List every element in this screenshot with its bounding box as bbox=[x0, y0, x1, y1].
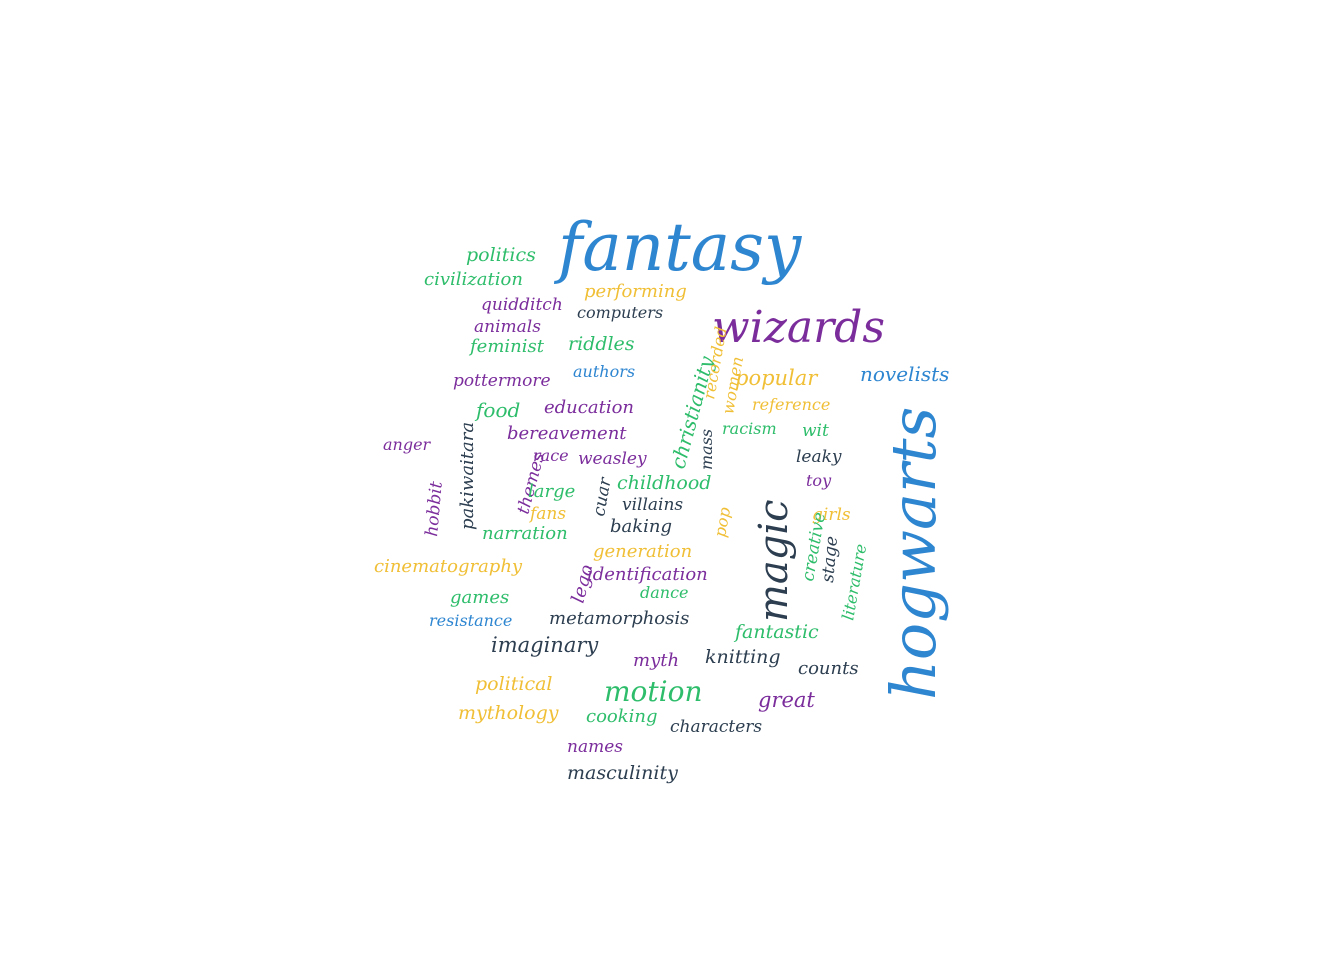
word-popular: popular bbox=[735, 366, 819, 390]
word-novelists: novelists bbox=[860, 362, 949, 386]
word-cinematography: cinematography bbox=[374, 556, 523, 577]
word-hobbit: hobbit bbox=[422, 481, 447, 538]
word-fantastic: fantastic bbox=[733, 621, 819, 643]
word-childhood: childhood bbox=[617, 472, 711, 494]
word-wit: wit bbox=[802, 421, 829, 441]
word-toy: toy bbox=[806, 471, 832, 490]
word-games: games bbox=[450, 587, 509, 608]
word-riddles: riddles bbox=[568, 333, 635, 355]
word-race: race bbox=[533, 446, 569, 465]
word-quidditch: quidditch bbox=[481, 295, 563, 315]
word-education: education bbox=[544, 397, 634, 418]
word-pakiwaitara: pakiwaitara bbox=[457, 422, 478, 530]
word-leaky: leaky bbox=[796, 447, 842, 467]
word-cuar: cuar bbox=[589, 475, 616, 517]
word-counts: counts bbox=[798, 658, 859, 679]
word-characters: characters bbox=[670, 717, 762, 737]
word-names: names bbox=[567, 737, 623, 757]
word-animals: animals bbox=[474, 317, 541, 337]
word-literature: literature bbox=[838, 542, 870, 621]
word-authors: authors bbox=[573, 362, 635, 381]
word-great: great bbox=[758, 688, 815, 712]
word-identification: identification bbox=[587, 564, 708, 585]
word-narration: narration bbox=[482, 523, 568, 544]
word-wizards: wizards bbox=[712, 302, 885, 353]
word-feminist: feminist bbox=[468, 336, 545, 357]
word-dance: dance bbox=[640, 583, 689, 602]
word-masculinity: masculinity bbox=[567, 762, 678, 784]
word-resistance: resistance bbox=[429, 611, 512, 630]
word-generation: generation bbox=[593, 541, 692, 562]
word-computers: computers bbox=[577, 303, 663, 322]
word-anger: anger bbox=[383, 435, 432, 454]
word-fantasy: fantasy bbox=[553, 209, 802, 286]
word-knitting: knitting bbox=[705, 646, 781, 668]
word-bereavement: bereavement bbox=[507, 423, 627, 444]
word-civilization: civilization bbox=[424, 269, 523, 290]
word-politics: politics bbox=[466, 244, 536, 266]
word-fans: fans bbox=[528, 504, 566, 524]
word-large: large bbox=[528, 481, 575, 502]
word-political: political bbox=[475, 673, 553, 695]
word-mythology: mythology bbox=[458, 702, 559, 724]
word-myth: myth bbox=[633, 650, 679, 671]
word-metamorphosis: metamorphosis bbox=[549, 608, 689, 629]
word-imaginary: imaginary bbox=[491, 633, 599, 657]
word-weasley: weasley bbox=[578, 449, 647, 469]
word-cooking: cooking bbox=[586, 706, 658, 727]
word-magic: magic bbox=[751, 499, 797, 622]
word-performing: performing bbox=[584, 281, 687, 302]
word-pottermore: pottermore bbox=[453, 371, 551, 391]
word-hogwarts: hogwarts bbox=[877, 407, 950, 700]
word-mass: mass bbox=[697, 429, 716, 470]
word-racism: racism bbox=[722, 419, 777, 438]
word-motion: motion bbox=[604, 675, 703, 708]
word-girls: girls bbox=[812, 505, 851, 525]
word-baking: baking bbox=[610, 516, 672, 537]
word-villains: villains bbox=[622, 495, 683, 515]
word-reference: reference bbox=[752, 395, 830, 414]
word-food: food bbox=[474, 398, 520, 422]
word-stage: stage bbox=[818, 535, 842, 583]
word-pop: pop bbox=[710, 506, 734, 539]
